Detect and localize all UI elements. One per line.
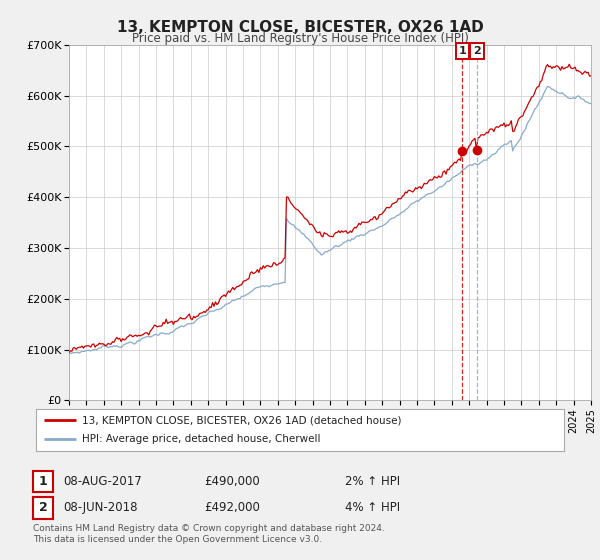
Text: 08-JUN-2018: 08-JUN-2018 [63, 501, 137, 515]
Text: 4% ↑ HPI: 4% ↑ HPI [345, 501, 400, 515]
Text: £490,000: £490,000 [204, 475, 260, 488]
Text: 1: 1 [458, 46, 466, 56]
Text: £492,000: £492,000 [204, 501, 260, 515]
Text: 08-AUG-2017: 08-AUG-2017 [63, 475, 142, 488]
Text: 13, KEMPTON CLOSE, BICESTER, OX26 1AD (detached house): 13, KEMPTON CLOSE, BICESTER, OX26 1AD (d… [82, 415, 402, 425]
Text: 13, KEMPTON CLOSE, BICESTER, OX26 1AD: 13, KEMPTON CLOSE, BICESTER, OX26 1AD [116, 20, 484, 35]
Text: Contains HM Land Registry data © Crown copyright and database right 2024.
This d: Contains HM Land Registry data © Crown c… [33, 524, 385, 544]
Text: Price paid vs. HM Land Registry's House Price Index (HPI): Price paid vs. HM Land Registry's House … [131, 32, 469, 45]
Text: 2% ↑ HPI: 2% ↑ HPI [345, 475, 400, 488]
Text: 2: 2 [473, 46, 481, 56]
Text: 1: 1 [38, 475, 47, 488]
Text: HPI: Average price, detached house, Cherwell: HPI: Average price, detached house, Cher… [82, 435, 321, 445]
Text: 2: 2 [38, 501, 47, 515]
